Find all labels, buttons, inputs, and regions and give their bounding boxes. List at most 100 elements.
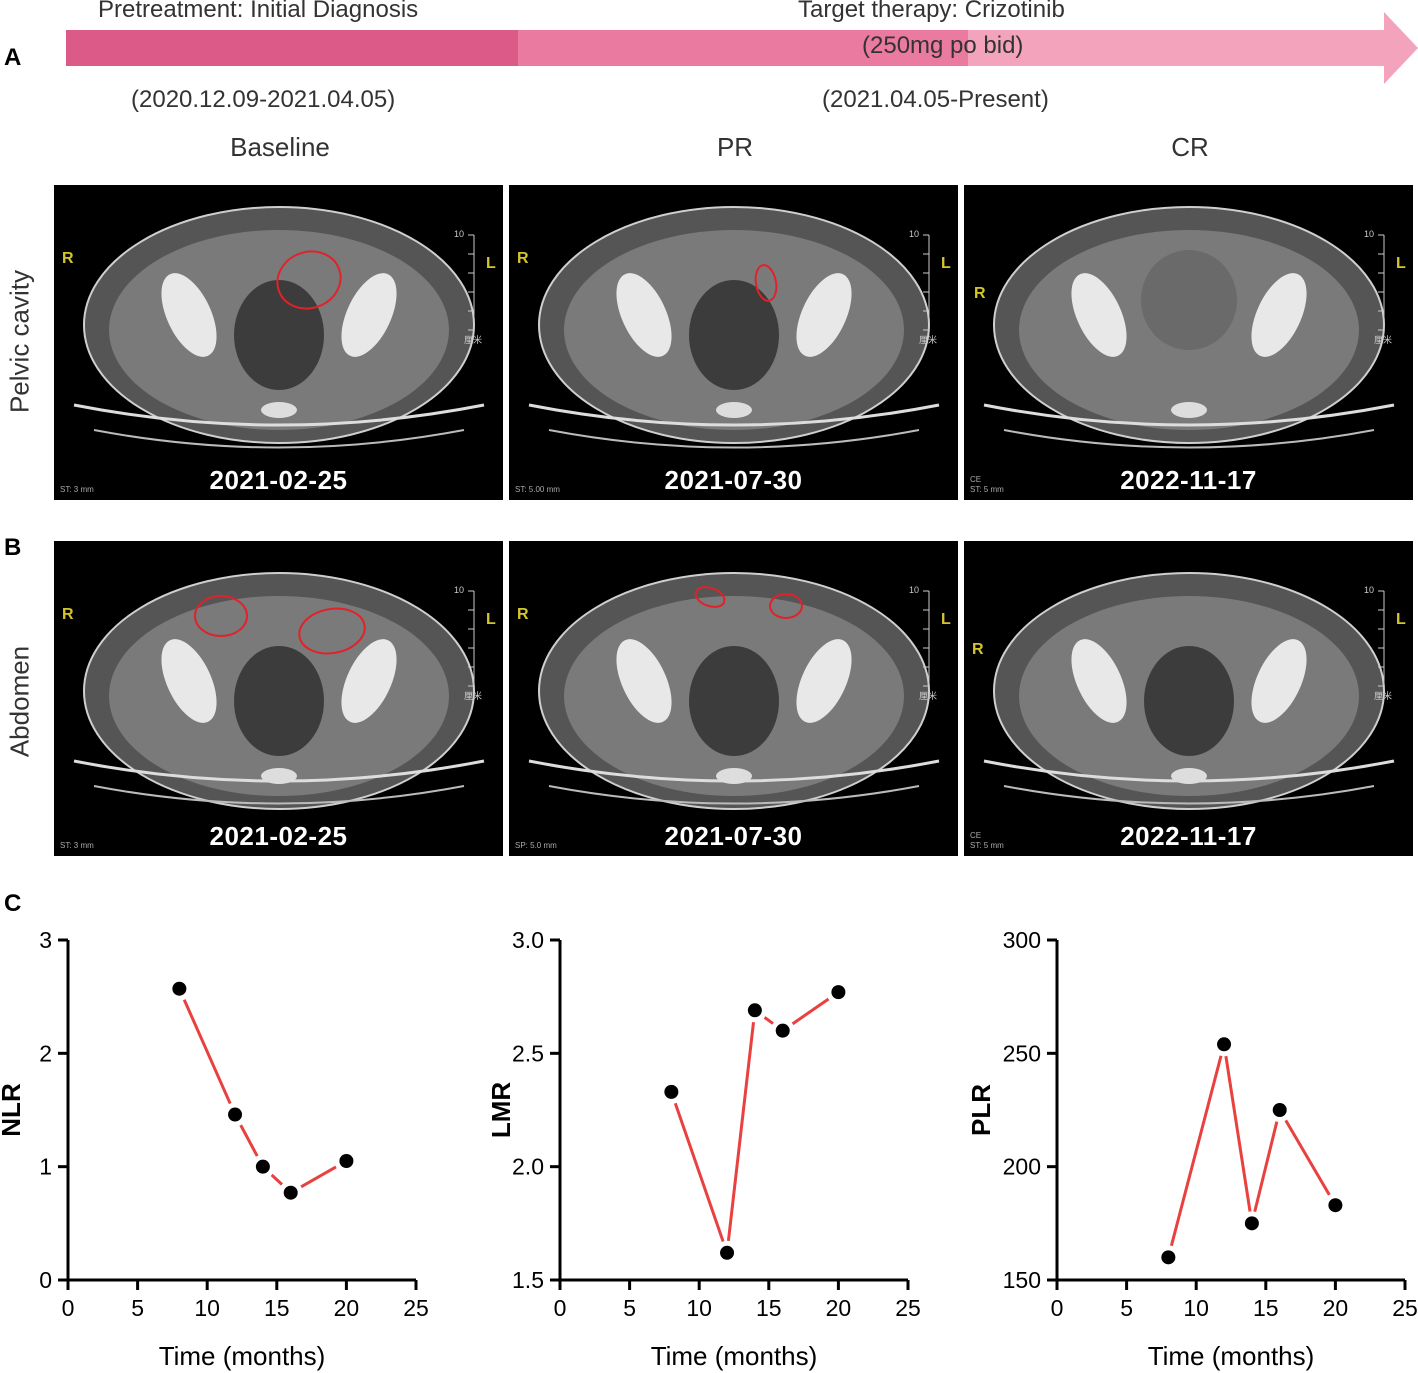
- timeline-pre-segment: [66, 30, 518, 66]
- left-pelvic-bone: [1071, 639, 1127, 723]
- x-tick-label: 15: [1253, 1295, 1279, 1321]
- scale-unit-label: 厘米: [464, 335, 483, 345]
- target-therapy-label: Target therapy: Crizotinib: [798, 0, 1065, 23]
- ct-scan-image: [73, 572, 485, 810]
- scanner-table-lower: [548, 785, 920, 805]
- column-header-cr: CR: [1171, 132, 1209, 162]
- data-point: [1161, 1250, 1176, 1265]
- data-point: [339, 1154, 354, 1168]
- bowel-region: [689, 646, 779, 756]
- column-header-pr: PR: [716, 132, 754, 162]
- y-axis-label: NLR: [0, 1083, 26, 1137]
- orientation-left-marker: L: [941, 611, 951, 628]
- data-point: [664, 1084, 679, 1099]
- ct-scan-tile: R L 10 厘米 SP: 5.0 mm 2021-07-30: [509, 541, 958, 856]
- scale-unit-label: 厘米: [464, 691, 483, 701]
- bowel-region: [689, 280, 779, 390]
- scanner-table-lower: [93, 785, 465, 805]
- x-tick-label: 5: [131, 1295, 144, 1321]
- data-point: [1244, 1216, 1259, 1231]
- x-tick-label: 25: [1392, 1295, 1418, 1321]
- data-point: [831, 985, 846, 1000]
- right-pelvic-bone: [1251, 273, 1307, 357]
- nlr-chart: 0 1 2 3 0 5 10 15 20 25 Time (months) NLR: [0, 927, 429, 1371]
- lesion-circle: [694, 586, 726, 608]
- scanner-table: [983, 759, 1395, 783]
- ct-scan-image: [983, 206, 1395, 449]
- spine: [716, 402, 752, 418]
- scale-unit-label: 厘米: [1374, 691, 1393, 701]
- contrast-label: CE: [970, 831, 982, 840]
- panel-letter-b: B: [4, 534, 22, 561]
- lesion-circle: [754, 264, 778, 302]
- orientation-right-marker: R: [517, 606, 529, 623]
- x-axis-label: Time (months): [159, 1341, 326, 1371]
- scanner-table-lower: [1003, 429, 1375, 449]
- spine: [1171, 402, 1207, 418]
- panel-letter-a: A: [4, 44, 22, 71]
- scan-date: 2021-07-30: [664, 821, 803, 851]
- scale-top-label: 10: [1364, 229, 1375, 239]
- data-point: [255, 1159, 270, 1174]
- y-tick-label: 250: [1003, 1040, 1041, 1066]
- scale-top-label: 10: [909, 229, 920, 239]
- slice-thickness-label: ST: 5 mm: [970, 485, 1004, 494]
- scale-unit-label: 厘米: [919, 691, 938, 701]
- lesion-circle: [194, 595, 248, 637]
- slice-thickness-label: ST: 5 mm: [970, 841, 1004, 850]
- series-line-segment: [1284, 1119, 1331, 1196]
- ct-scan-image: [73, 206, 485, 449]
- y-tick-label: 0: [39, 1267, 52, 1293]
- scanner-table-lower: [1003, 785, 1375, 805]
- ct-scan-tile: R L 10 厘米 ST: 5.00 mm 2021-07-30: [509, 185, 958, 500]
- x-tick-label: 10: [194, 1295, 220, 1321]
- plr-chart: 150 200 250 300 0 5 10 15 20 25 Time (months) PLR: [966, 927, 1418, 1371]
- left-pelvic-bone: [161, 639, 217, 723]
- scanner-table: [983, 403, 1395, 427]
- y-tick-label: 2.5: [512, 1040, 544, 1066]
- scale-top-label: 10: [1364, 585, 1375, 595]
- orientation-right-marker: R: [517, 250, 529, 267]
- pretreatment-label: Pretreatment: Initial Diagnosis: [98, 0, 419, 23]
- data-point: [228, 1107, 243, 1122]
- left-pelvic-bone: [616, 639, 672, 723]
- lesion-circle: [298, 607, 366, 655]
- data-point: [1328, 1198, 1343, 1213]
- timeline-end-segment: [968, 30, 1386, 66]
- scale-top-label: 10: [909, 585, 920, 595]
- scan-date: 2021-02-25: [209, 465, 348, 495]
- contrast-label: CE: [970, 475, 982, 484]
- data-point: [283, 1185, 298, 1200]
- left-pelvic-bone: [161, 273, 217, 357]
- slice-thickness-label: ST: 5.00 mm: [515, 485, 560, 494]
- right-pelvic-bone: [796, 639, 852, 723]
- column-header-baseline: Baseline: [230, 132, 330, 162]
- data-point: [775, 1023, 790, 1038]
- spine: [261, 402, 297, 418]
- left-pelvic-bone: [616, 273, 672, 357]
- panel-letter-c: C: [4, 890, 22, 917]
- data-point: [1217, 1037, 1232, 1052]
- slice-thickness-label: ST: 3 mm: [60, 485, 94, 494]
- lmr-chart: 1.5 2.0 2.5 3.0 0 5 10 15 20 25 Time (months) LMR: [490, 927, 921, 1371]
- ct-scan-tile: R L 10 厘米 CE ST: 5 mm 2022-11-17: [964, 541, 1413, 856]
- timeline-mid-segment: [518, 30, 968, 66]
- orientation-left-marker: L: [1396, 255, 1406, 272]
- y-axis-label: PLR: [966, 1084, 996, 1136]
- ct-scan-image: [528, 572, 940, 810]
- series-line-segment: [300, 1165, 337, 1189]
- left-pelvic-bone: [1071, 273, 1127, 357]
- scale-top-label: 10: [454, 229, 465, 239]
- ct-scan-image: [528, 206, 940, 449]
- y-tick-label: 2.0: [512, 1154, 544, 1180]
- timeline-arrow: [66, 12, 1418, 84]
- y-tick-label: 300: [1003, 927, 1041, 953]
- row-label-abdomen: Abdomen: [4, 645, 35, 758]
- dose-label: (250mg po bid): [862, 32, 1024, 59]
- series-line-segment: [673, 1102, 725, 1242]
- bladder: [1141, 250, 1237, 350]
- y-tick-label: 150: [1003, 1267, 1041, 1293]
- scale-top-label: 10: [454, 585, 465, 595]
- ct-scan-tile: R L 10 厘米 CE ST: 5 mm 2022-11-17: [964, 185, 1413, 500]
- x-tick-label: 20: [1323, 1295, 1349, 1321]
